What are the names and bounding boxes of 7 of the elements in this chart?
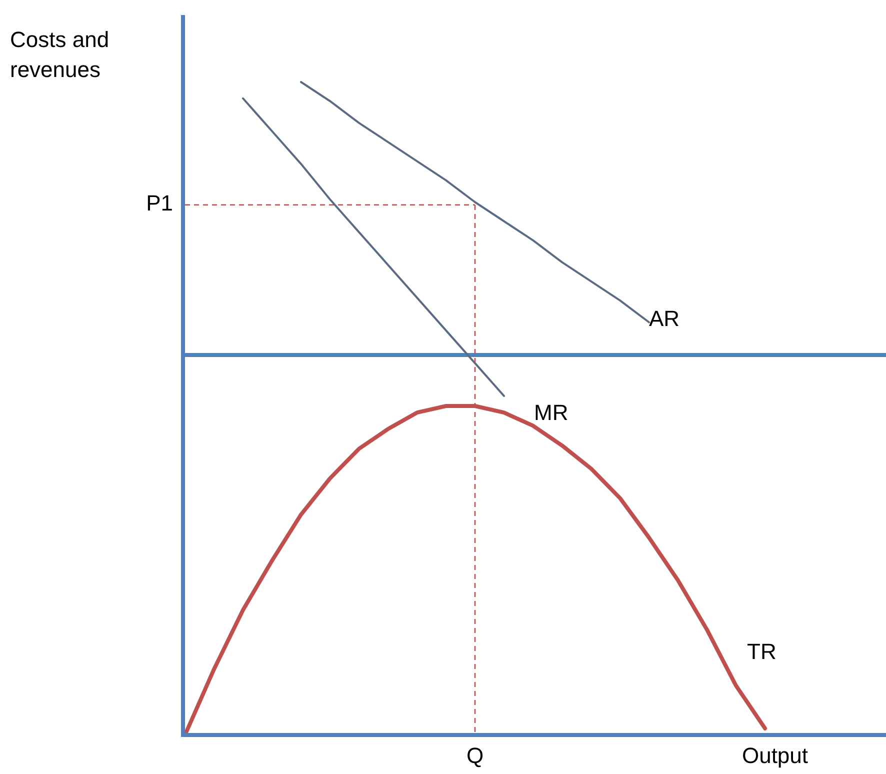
y-axis-title: Costs and revenues [10, 27, 110, 82]
text: Q [466, 743, 484, 768]
x-axis-title: Output [742, 743, 808, 768]
ref-line-label: P1 [146, 190, 173, 216]
series-label: MR [534, 400, 568, 425]
series-label: TR [747, 639, 776, 664]
series-label: AR [649, 306, 680, 332]
